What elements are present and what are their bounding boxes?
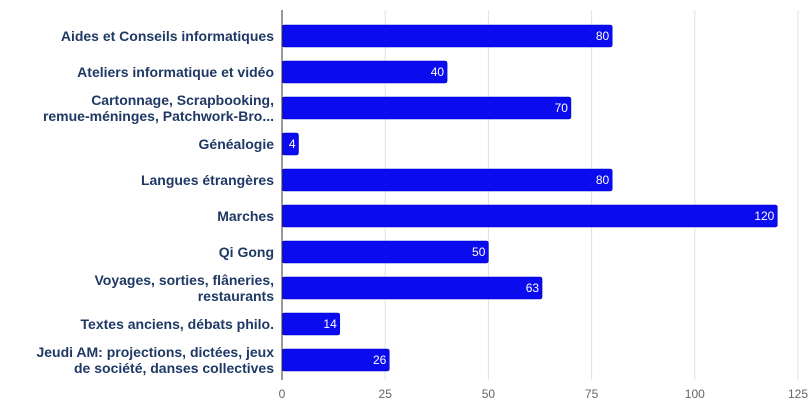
data-label: 50 [472, 245, 486, 259]
category-label: Jeudi AM: projections, dictées, jeux [36, 344, 274, 360]
x-tick-label: 0 [279, 387, 286, 401]
category-label: de société, danses collectives [74, 360, 274, 376]
bar [281, 60, 448, 84]
category-label: Textes anciens, débats philo. [81, 316, 274, 332]
x-tick-label: 25 [379, 387, 393, 401]
bar [281, 204, 778, 228]
data-label: 26 [373, 353, 387, 367]
data-label: 40 [431, 65, 445, 79]
category-label: Généalogie [199, 136, 275, 152]
data-label: 63 [526, 281, 540, 295]
data-label: 120 [754, 209, 774, 223]
bars: 80 40 70 4 80 120 50 63 14 26 [281, 24, 778, 372]
category-label: remue-méninges, Patchwork-Bro... [43, 108, 274, 124]
bar [281, 240, 489, 264]
data-label: 80 [596, 173, 610, 187]
gridlines [384, 10, 799, 380]
category-labels: Aides et Conseils informatiques Ateliers … [36, 28, 274, 376]
bar [281, 24, 613, 48]
category-label: Aides et Conseils informatiques [61, 28, 274, 44]
x-tick-label: 75 [585, 387, 599, 401]
data-label: 70 [555, 101, 569, 115]
category-label: Ateliers informatique et vidéo [77, 64, 274, 80]
category-label: Voyages, sorties, flâneries, [95, 272, 275, 288]
category-label: Marches [217, 208, 274, 224]
category-label: Qi Gong [219, 244, 274, 260]
data-label: 80 [596, 29, 610, 43]
category-label: Langues étrangères [141, 172, 274, 188]
bar [281, 276, 543, 300]
x-tick-labels: 0 25 50 75 100 125 [279, 387, 809, 401]
x-tick-label: 100 [685, 387, 705, 401]
bar [281, 168, 613, 192]
data-label: 14 [323, 317, 337, 331]
category-label: Cartonnage, Scrapbooking, [91, 92, 274, 108]
x-tick-label: 50 [482, 387, 496, 401]
category-label: restaurants [198, 288, 274, 304]
data-label: 4 [289, 137, 296, 151]
x-tick-label: 125 [788, 387, 808, 401]
bar [281, 96, 572, 120]
